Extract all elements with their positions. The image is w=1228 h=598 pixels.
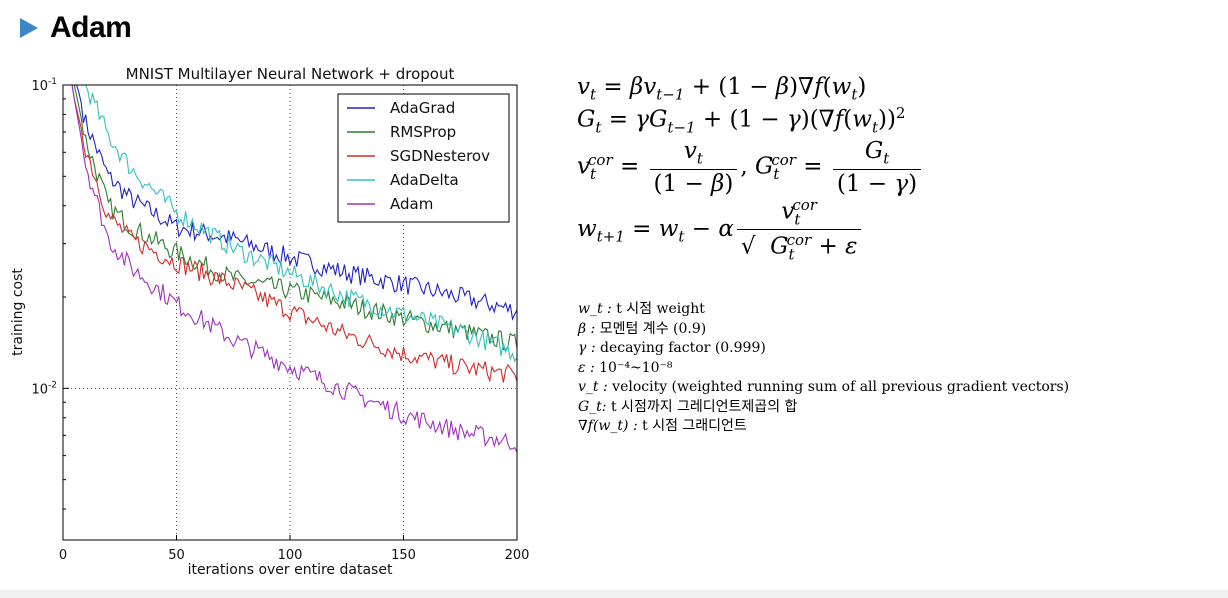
formula-g: Gt = γGt−1 + (1 − γ)(∇f(wt))2	[577, 104, 906, 137]
x-axis-label: iterations over entire dataset	[188, 562, 393, 578]
y-axis-label: training cost	[10, 268, 26, 356]
legend-label: Adam	[390, 195, 433, 213]
legend-label: RMSProp	[390, 123, 456, 141]
definition-item: γ : decaying factor (0.999)	[578, 340, 766, 356]
series-line-sgdnesterov	[65, 84, 518, 383]
slide-bottom-bar	[0, 590, 1228, 598]
x-tick-label: 150	[391, 548, 416, 563]
slide-header: Adam	[20, 8, 132, 48]
y-tick-label: 10-1	[31, 77, 57, 94]
definitions-list: w_t : t 시점 weight β : 모멘텀 계수 (0.9) γ : d…	[578, 300, 1069, 437]
definition-item: β : 모멘텀 계수 (0.9)	[578, 320, 707, 337]
x-tick-label: 100	[278, 548, 303, 563]
definition-item: ∇f(w_t) : t 시점 그래디언트	[578, 418, 747, 434]
definition-item: v_t : velocity (weighted running sum of …	[578, 379, 1070, 395]
axis-ticks: 0 50 100 150 200 10-1 10-2	[31, 77, 529, 563]
legend-label: SGDNesterov	[390, 147, 490, 165]
formula-velocity: vt = βvt−1 + (1 − β)∇f(wt)	[577, 74, 867, 104]
definition-item: w_t : t 시점 weight	[578, 301, 705, 317]
y-tick-label: 10-2	[31, 380, 57, 397]
series-line-adadelta	[65, 84, 518, 363]
definition-item: ε : 10⁻⁴~10⁻⁸	[578, 359, 673, 376]
formula-bias-correction: vtcor = vt (1 − β), Gtcor = Gt (1 − γ)	[577, 138, 924, 197]
legend-label: AdaDelta	[390, 171, 459, 189]
series-layer	[65, 84, 518, 453]
x-tick-label: 50	[168, 548, 185, 563]
series-line-adam	[65, 84, 518, 453]
definition-item: G_t: t 시점까지 그레디언트제곱의 합	[578, 398, 798, 415]
play-triangle-icon	[20, 18, 38, 38]
legend-box	[337, 93, 510, 223]
training-cost-chart: 0 50 100 150 200 10-1 10-2 MNIST Multilayer Ne…	[10, 65, 529, 578]
series-line-adagrad	[65, 84, 518, 321]
formula-update: wt+1 = wt − α vtcor √ Gtcor + ε	[577, 196, 864, 264]
chart-title: MNIST Multilayer Neural Network + dropou…	[126, 65, 455, 83]
series-line-rmsprop	[65, 84, 518, 351]
slide-title: Adam	[50, 11, 132, 44]
chart-legend: AdaGrad RMSProp SGDNesterov AdaDelta Adam	[337, 93, 510, 223]
legend-label: AdaGrad	[390, 99, 455, 117]
x-tick-label: 0	[59, 548, 67, 563]
x-tick-label: 200	[505, 548, 530, 563]
